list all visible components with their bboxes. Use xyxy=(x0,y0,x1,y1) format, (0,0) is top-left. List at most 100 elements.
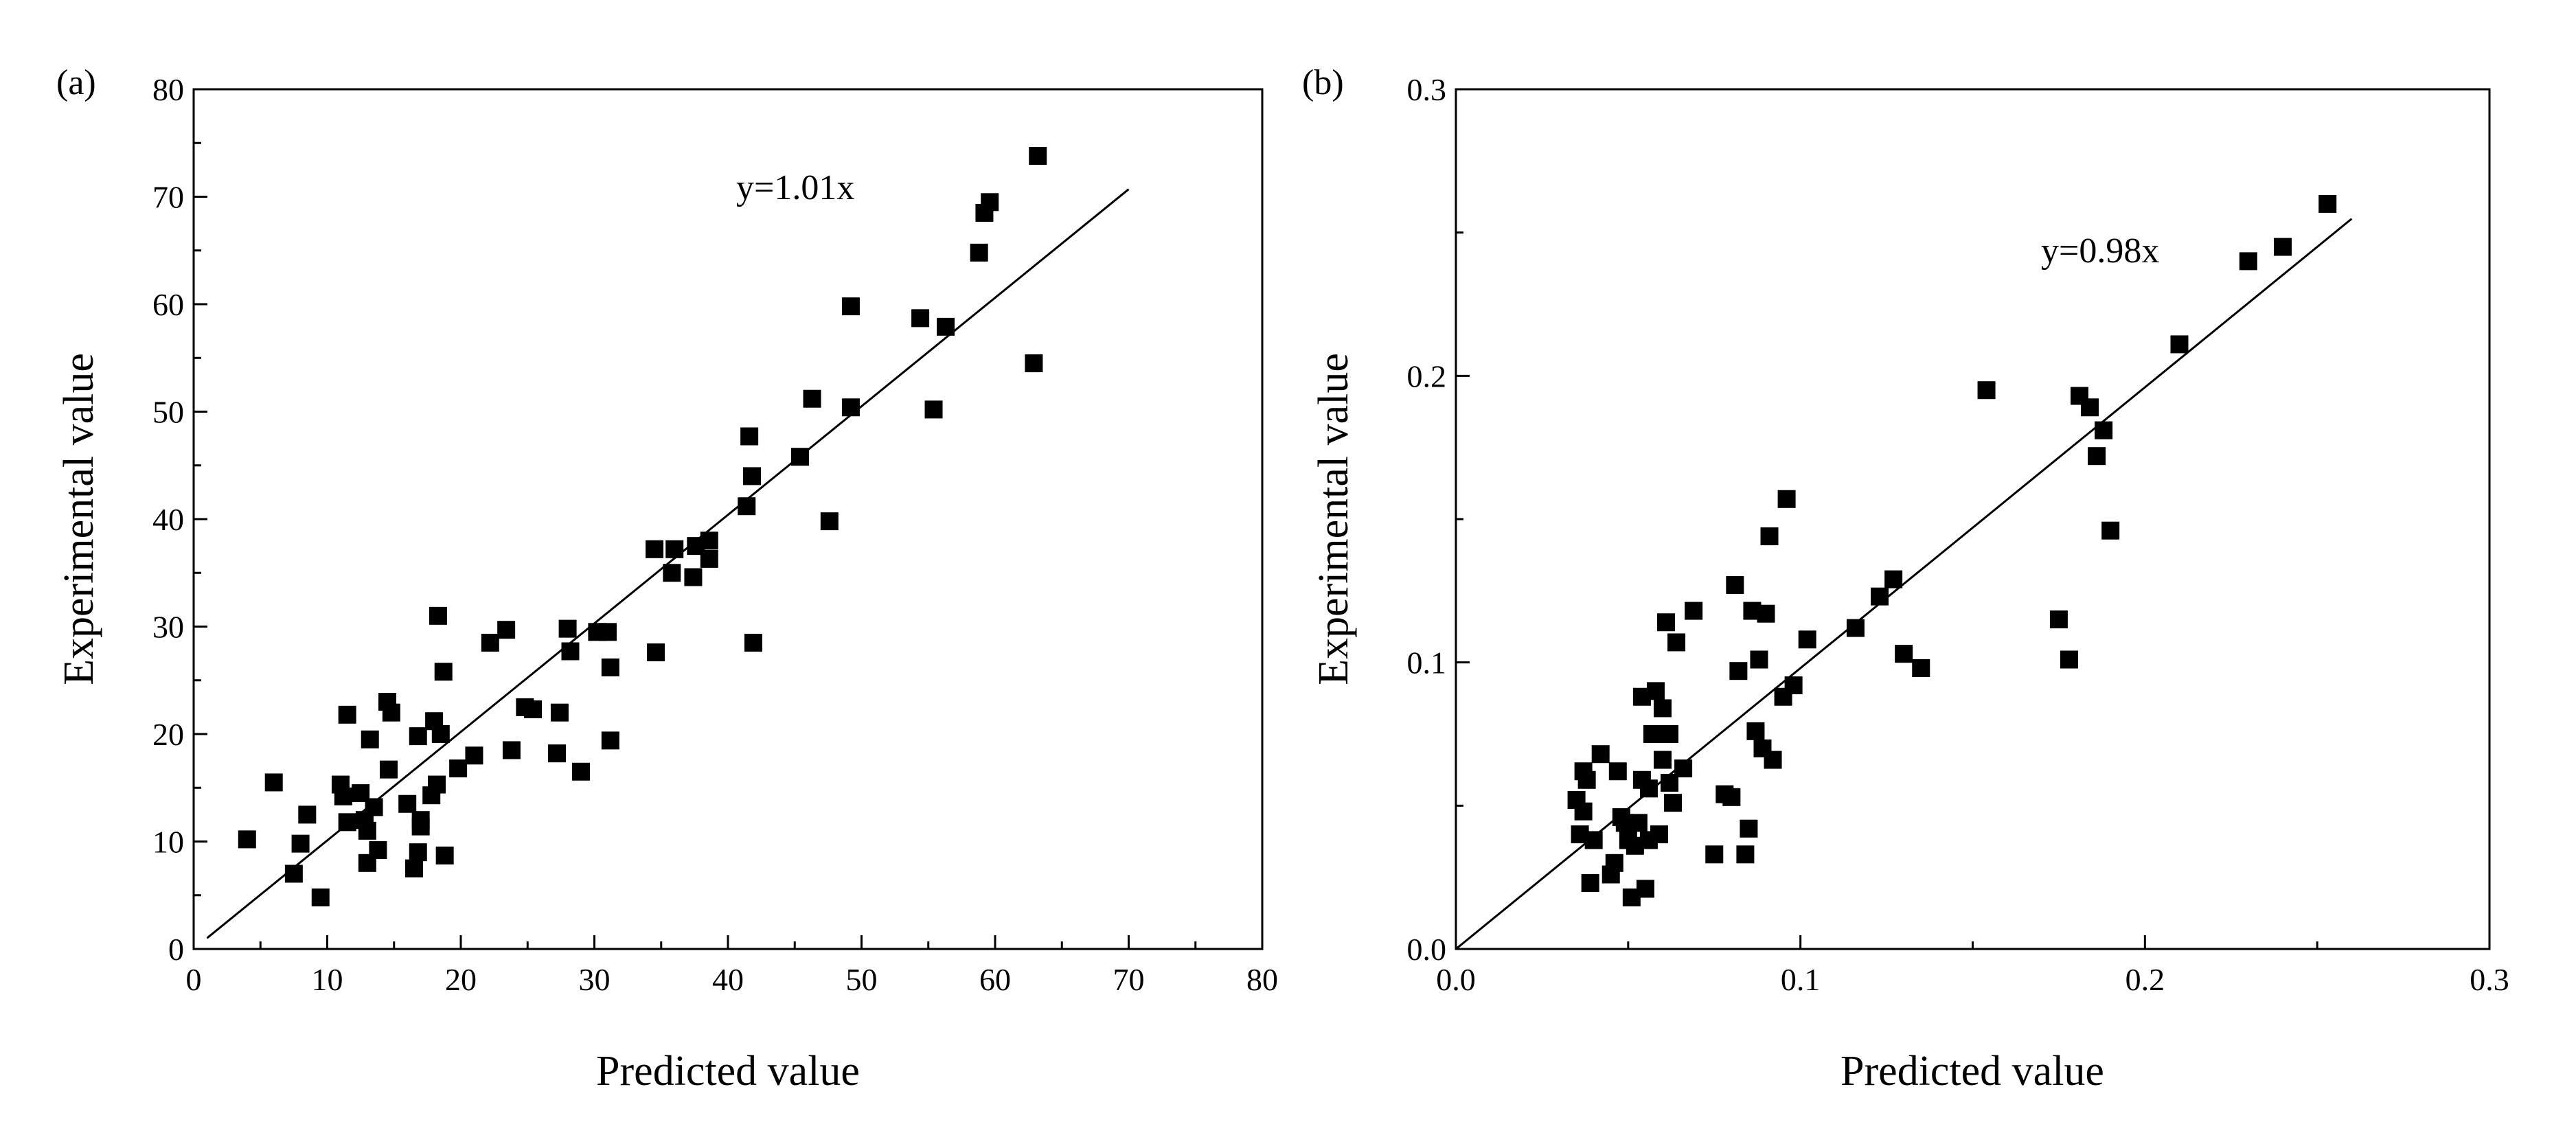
a-y-tick-label: 70 xyxy=(152,180,184,215)
b-y-tick-label: 0.3 xyxy=(1407,72,1447,107)
b-data-point xyxy=(1667,633,1686,652)
a-data-point xyxy=(427,775,446,794)
b-data-point xyxy=(1750,650,1768,669)
panel-b-points xyxy=(1567,194,2337,906)
b-data-point xyxy=(1740,819,1758,838)
a-data-point xyxy=(601,658,619,676)
a-data-point xyxy=(497,621,516,639)
b-data-point xyxy=(2274,238,2292,256)
a-data-point xyxy=(663,564,681,582)
b-y-tick-label: 0.2 xyxy=(1407,358,1447,393)
b-data-point xyxy=(1685,602,1703,620)
a-data-point xyxy=(572,762,591,781)
a-data-point xyxy=(338,813,356,832)
a-data-point xyxy=(598,623,617,641)
a-y-tick-label: 20 xyxy=(152,717,184,752)
b-data-point xyxy=(2088,447,2106,466)
a-data-point xyxy=(435,846,454,865)
a-data-point xyxy=(382,703,400,722)
panel-b-x-axis-title: Predicted value xyxy=(1840,1048,2104,1095)
b-data-point xyxy=(1977,381,1996,400)
panel-b-fit-label: y=0.98x xyxy=(2041,231,2159,271)
b-data-point xyxy=(2081,398,2099,417)
a-x-tick-label: 0 xyxy=(186,962,202,997)
a-y-tick-label: 60 xyxy=(152,287,184,322)
a-data-point xyxy=(924,400,943,419)
b-data-point xyxy=(1798,630,1816,649)
b-data-point xyxy=(1654,751,1672,769)
a-data-point xyxy=(841,398,860,417)
panel-b-label: (b) xyxy=(1302,63,1344,102)
b-data-point xyxy=(1654,699,1672,718)
b-data-point xyxy=(1736,845,1755,864)
a-data-point xyxy=(502,741,521,759)
b-data-point xyxy=(1784,676,1803,695)
a-data-point xyxy=(465,746,483,765)
a-y-tick-label: 80 xyxy=(152,72,184,107)
a-data-point xyxy=(291,834,310,853)
a-data-point xyxy=(738,497,756,516)
a-data-point xyxy=(1029,147,1047,165)
panel-b-fit-line xyxy=(1455,218,2353,950)
b-data-point xyxy=(1657,613,1676,632)
b-y-tick-label: 0.0 xyxy=(1407,932,1447,967)
a-x-tick-label: 10 xyxy=(312,962,343,997)
panel-a-y-axis-title: Experimental value xyxy=(56,353,102,685)
a-data-point xyxy=(379,760,398,779)
a-data-point xyxy=(404,859,423,878)
a-x-tick-label: 80 xyxy=(1246,962,1278,997)
a-data-point xyxy=(841,297,860,316)
panel-a-points xyxy=(238,147,1047,906)
a-data-point xyxy=(743,467,762,485)
panel-a-label: (a) xyxy=(56,63,96,102)
a-data-point xyxy=(264,773,283,792)
a-data-point xyxy=(431,725,450,743)
a-data-point xyxy=(970,243,988,262)
a-data-point xyxy=(334,787,352,805)
b-data-point xyxy=(2318,194,2337,213)
panel-a-chart: 0 10 20 30 40 50 60 70 80 0 10 20 30 40 50 60 70 80 (a) y… xyxy=(56,63,1278,1095)
b-data-point xyxy=(1605,854,1623,872)
panel-a-fit-label: y=1.01x xyxy=(736,168,854,207)
b-data-point xyxy=(1764,751,1782,769)
b-data-point xyxy=(1760,527,1779,546)
a-data-point xyxy=(740,427,759,446)
b-data-point xyxy=(1577,770,1596,789)
a-data-point xyxy=(700,549,718,568)
a-data-point xyxy=(646,643,665,662)
a-data-point xyxy=(558,619,577,638)
b-x-tick-label: 0.0 xyxy=(1436,962,1476,997)
a-data-point xyxy=(298,805,317,824)
a-data-point xyxy=(981,193,999,211)
a-y-tick-label: 0 xyxy=(168,932,184,967)
a-data-point xyxy=(1025,354,1043,373)
b-x-tick-label: 0.3 xyxy=(2470,962,2509,997)
b-data-point xyxy=(1746,722,1765,740)
a-data-point xyxy=(911,309,930,328)
a-data-point xyxy=(803,389,821,408)
a-y-tick-label: 50 xyxy=(152,395,184,430)
a-data-point xyxy=(358,821,376,840)
panel-b-ticks: 0.0 0.1 0.2 0.3 0.0 0.1 0.2 0.3 xyxy=(1407,72,2509,997)
b-data-point xyxy=(1846,619,1865,637)
panel-b-y-axis-title: Experimental value xyxy=(1310,353,1357,685)
a-y-tick-label: 40 xyxy=(152,502,184,537)
b-data-point xyxy=(1629,814,1648,832)
b-x-tick-label: 0.2 xyxy=(2125,962,2165,997)
b-data-point xyxy=(2239,252,2257,271)
a-y-tick-label: 10 xyxy=(152,825,184,860)
b-data-point xyxy=(1584,831,1603,849)
a-data-point xyxy=(284,865,303,883)
b-data-point xyxy=(1643,725,1661,743)
a-data-point xyxy=(429,606,447,625)
b-data-point xyxy=(1639,779,1658,798)
b-data-point xyxy=(1777,490,1796,508)
a-data-point xyxy=(311,888,330,906)
a-data-point xyxy=(665,540,684,558)
a-x-tick-label: 40 xyxy=(712,962,744,997)
a-data-point xyxy=(365,798,383,816)
a-x-tick-label: 20 xyxy=(445,962,477,997)
a-data-point xyxy=(369,841,387,860)
b-data-point xyxy=(1674,759,1693,778)
